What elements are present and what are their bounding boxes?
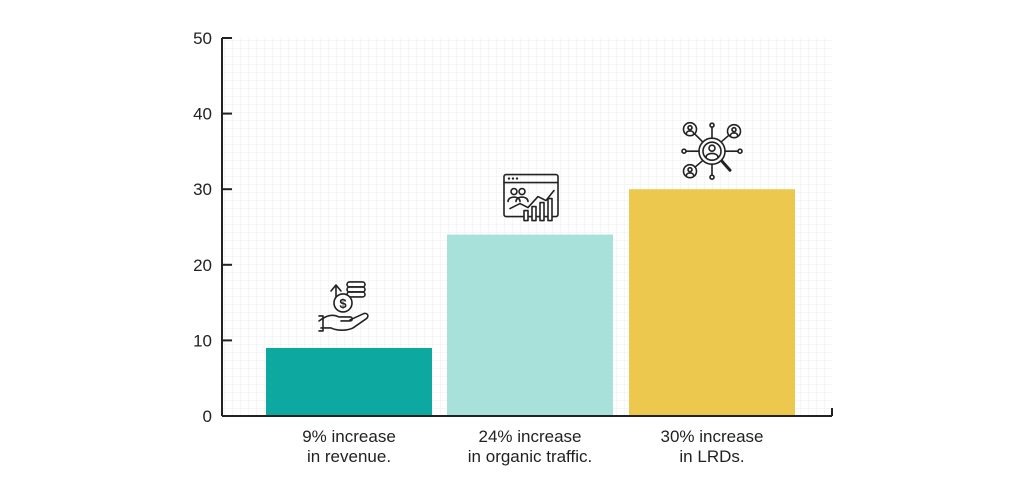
- analytics-window-icon: [503, 173, 559, 222]
- x-category-label-line1: 9% increase: [302, 427, 396, 446]
- x-category-label-line1: 30% increase: [660, 427, 763, 446]
- x-category-label-line1: 24% increase: [478, 427, 581, 446]
- bars: [266, 189, 795, 416]
- y-tick-label: 20: [193, 256, 212, 275]
- bar-1: [266, 347, 432, 416]
- svg-text:$: $: [339, 296, 347, 311]
- y-axis-ticks: 0 10 20 30 40 50: [193, 29, 232, 426]
- y-tick-label: 10: [193, 331, 212, 350]
- bar-3: [629, 189, 795, 416]
- y-tick-label: 50: [193, 29, 212, 48]
- x-category-label-line2: in revenue.: [307, 447, 391, 466]
- x-category-label-line2: in organic traffic.: [468, 447, 592, 466]
- network-search-icon: [681, 121, 743, 180]
- y-tick-label: 0: [203, 407, 212, 426]
- bar-2: [447, 234, 613, 416]
- axes: [221, 38, 833, 417]
- x-category-label-line2: in LRDs.: [679, 447, 744, 466]
- y-tick-label: 40: [193, 105, 212, 124]
- y-tick-label: 30: [193, 180, 212, 199]
- hand-money-icon: $: [318, 281, 369, 332]
- bar-icons: $: [318, 121, 743, 332]
